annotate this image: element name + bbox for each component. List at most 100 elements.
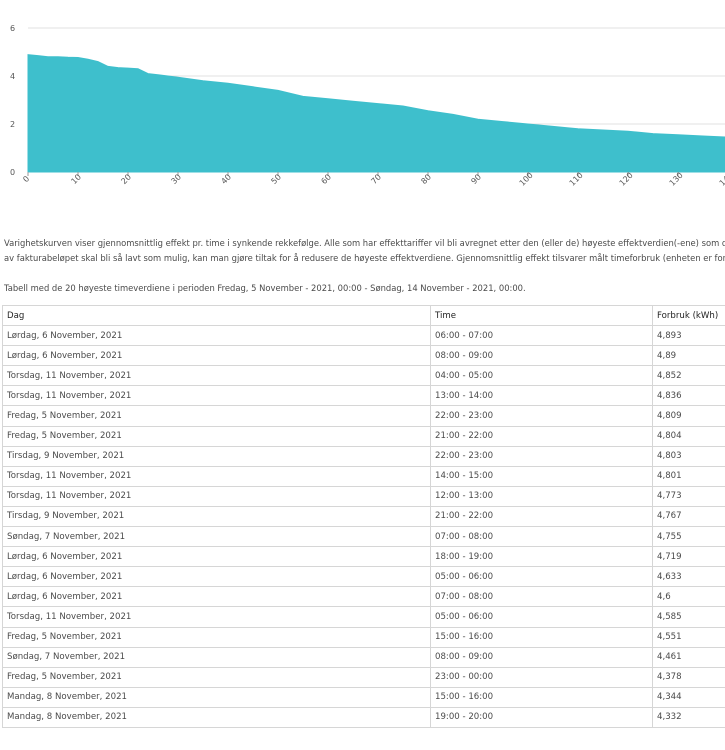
table-row: Lørdag, 6 November, 2021 18:00 - 19:00 4,7… [2,546,725,568]
time-cell: 13:00 - 14:00 [430,385,653,407]
table-header-row: Dag Time Forbruk (kWh) [2,304,725,327]
day-cell: Fredag, 5 November, 2021 [2,425,431,447]
x-tick-label: 10 [69,172,83,186]
description-line-2: av fakturabeløpet skal bli så lavt som m… [4,252,725,263]
usage-cell: 4,801 [652,465,725,487]
table-row: Mandag, 8 November, 2021 19:00 - 20:00 4,3… [2,706,725,728]
x-tick-label: 20 [119,172,133,186]
column-header-time: Time [430,304,653,327]
time-cell: 07:00 - 08:00 [430,526,653,548]
table-row: Torsdag, 11 November, 2021 13:00 - 14:00 4… [2,385,725,407]
time-cell: 15:00 - 16:00 [430,686,653,708]
column-header-day: Dag [2,304,431,327]
time-cell: 07:00 - 08:00 [430,586,653,608]
day-cell: Lørdag, 6 November, 2021 [2,566,431,588]
y-tick-label: 2 [10,120,15,129]
y-tick-label: 4 [10,72,15,81]
usage-cell: 4,809 [652,405,725,427]
table-caption: Tabell med de 20 høyeste timeverdiene i … [4,283,526,293]
time-cell: 15:00 - 16:00 [430,626,653,648]
time-cell: 04:00 - 05:00 [430,365,653,387]
usage-cell: 4,836 [652,385,725,407]
day-cell: Lørdag, 6 November, 2021 [2,325,431,347]
time-cell: 08:00 - 09:00 [430,646,653,668]
table-row: Fredag, 5 November, 2021 21:00 - 22:00 4,8… [2,425,725,447]
table-row: Lørdag, 6 November, 2021 08:00 - 09:00 4,8… [2,345,725,367]
column-header-usage: Forbruk (kWh) [652,304,725,327]
time-cell: 18:00 - 19:00 [430,546,653,568]
table-row: Torsdag, 11 November, 2021 04:00 - 05:00 4… [2,365,725,387]
table-row: Søndag, 7 November, 2021 07:00 - 08:00 4,7… [2,526,725,548]
usage-cell: 4,6 [652,586,725,608]
usage-cell: 4,755 [652,526,725,548]
day-cell: Fredag, 5 November, 2021 [2,666,431,688]
usage-cell: 4,719 [652,546,725,568]
day-cell: Torsdag, 11 November, 2021 [2,385,431,407]
day-cell: Mandag, 8 November, 2021 [2,686,431,708]
x-tick-label: 100 [518,171,535,188]
x-tick-label: 80 [419,172,433,186]
time-cell: 14:00 - 15:00 [430,465,653,487]
time-cell: 22:00 - 23:00 [430,445,653,467]
day-cell: Torsdag, 11 November, 2021 [2,606,431,628]
x-tick-label: 130 [668,171,685,188]
usage-cell: 4,378 [652,666,725,688]
day-cell: Fredag, 5 November, 2021 [2,626,431,648]
x-tick-label: 110 [568,171,585,188]
usage-cell: 4,344 [652,686,725,708]
usage-cell: 4,804 [652,425,725,447]
x-tick-label: 140 [718,171,725,188]
time-cell: 23:00 - 00:00 [430,666,653,688]
series-area [27,54,725,173]
day-cell: Lørdag, 6 November, 2021 [2,586,431,608]
time-cell: 05:00 - 06:00 [430,566,653,588]
table-row: Torsdag, 11 November, 2021 12:00 - 13:00 4… [2,485,725,507]
usage-cell: 4,893 [652,325,725,347]
table-row: Lørdag, 6 November, 2021 05:00 - 06:00 4,6… [2,566,725,588]
time-cell: 12:00 - 13:00 [430,485,653,507]
day-cell: Torsdag, 11 November, 2021 [2,465,431,487]
table-row: Søndag, 7 November, 2021 08:00 - 09:00 4,4… [2,646,725,668]
time-cell: 21:00 - 22:00 [430,425,653,447]
table-row: Tirsdag, 9 November, 2021 21:00 - 22:00 4,… [2,505,725,528]
usage-cell: 4,773 [652,485,725,507]
usage-cell: 4,89 [652,345,725,367]
x-tick-label: 60 [319,172,333,186]
table-row: Fredag, 5 November, 2021 23:00 - 00:00 4,3… [2,666,725,688]
table-row: Torsdag, 11 November, 2021 05:00 - 06:00 4… [2,606,725,628]
day-cell: Fredag, 5 November, 2021 [2,405,431,427]
day-cell: Tirsdag, 9 November, 2021 [2,445,431,467]
time-cell: 22:00 - 23:00 [430,405,653,427]
usage-cell: 4,332 [652,706,725,728]
table-row: Fredag, 5 November, 2021 15:00 - 16:00 4,5… [2,626,725,648]
table-row: Mandag, 8 November, 2021 15:00 - 16:00 4,3… [2,686,725,708]
table-body: Lørdag, 6 November, 2021 06:00 - 07:00 4,8… [2,325,725,728]
table-row: Torsdag, 11 November, 2021 14:00 - 15:00 4… [2,465,725,487]
y-tick-label: 0 [10,168,15,177]
time-cell: 08:00 - 09:00 [430,345,653,367]
x-tick-label: 30 [169,172,183,186]
x-tick-label: 70 [369,172,383,186]
table-row: Lørdag, 6 November, 2021 06:00 - 07:00 4,8… [2,325,725,347]
time-cell: 05:00 - 06:00 [430,606,653,628]
usage-cell: 4,803 [652,445,725,467]
table-row: Tirsdag, 9 November, 2021 22:00 - 23:00 4,… [2,445,725,467]
y-tick-label: 6 [10,24,15,33]
top-hours-table: Dag Time Forbruk (kWh) Lørdag, 6 Novembe… [2,304,725,728]
x-tick-label: 120 [618,171,635,188]
day-cell: Tirsdag, 9 November, 2021 [2,505,431,528]
day-cell: Søndag, 7 November, 2021 [2,646,431,668]
day-cell: Søndag, 7 November, 2021 [2,526,431,548]
day-cell: Lørdag, 6 November, 2021 [2,546,431,568]
x-tick-label: 40 [219,172,233,186]
time-cell: 19:00 - 20:00 [430,706,653,728]
x-tick-label: 50 [269,172,283,186]
x-tick-label: 90 [469,172,483,186]
usage-cell: 4,852 [652,365,725,387]
day-cell: Torsdag, 11 November, 2021 [2,365,431,387]
description-line-1: Varighetskurven viser gjennomsnittlig ef… [4,238,725,248]
usage-cell: 4,585 [652,606,725,628]
day-cell: Lørdag, 6 November, 2021 [2,345,431,367]
day-cell: Torsdag, 11 November, 2021 [2,485,431,507]
